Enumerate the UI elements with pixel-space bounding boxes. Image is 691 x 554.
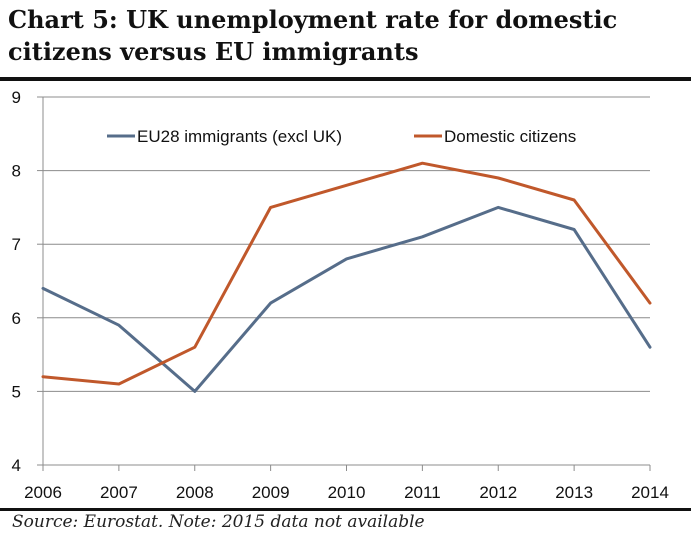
title-divider [0, 77, 691, 81]
legend: EU28 immigrants (excl UK) Domestic citize… [107, 127, 576, 146]
x-tick-labels: 2006 2007 2008 2009 2010 2011 2012 2013 2014 [24, 483, 669, 502]
source-divider [0, 508, 691, 511]
y-tick-label: 8 [12, 162, 21, 181]
x-tick-label: 2007 [100, 483, 138, 502]
x-tick-label: 2009 [252, 483, 290, 502]
y-tick-label: 5 [12, 382, 21, 401]
legend-label: Domestic citizens [444, 127, 576, 146]
x-tick-label: 2012 [479, 483, 517, 502]
legend-label: EU28 immigrants (excl UK) [137, 127, 342, 146]
series-line-domestic-citizens [41, 161, 652, 386]
source-note: Source: Eurostat. Note: 2015 data not av… [12, 512, 425, 532]
x-tick-label: 2014 [631, 483, 669, 502]
axes [37, 96, 651, 471]
series-line-eu28-immigrants [41, 205, 652, 393]
x-tick-label: 2011 [404, 483, 441, 502]
gridlines [43, 96, 650, 392]
x-tick-label: 2008 [176, 483, 214, 502]
y-tick-label: 6 [12, 309, 21, 328]
x-tick-label: 2013 [555, 483, 593, 502]
series-lines [41, 161, 652, 393]
x-tick-label: 2006 [24, 483, 62, 502]
x-tick-label: 2010 [328, 483, 366, 502]
y-tick-label: 4 [12, 456, 21, 475]
y-tick-label: 7 [12, 235, 21, 254]
y-tick-label: 9 [12, 88, 21, 107]
chart-title: Chart 5: UK unemployment rate for domest… [8, 5, 618, 66]
y-tick-labels: 4 5 6 7 8 9 [12, 88, 21, 475]
